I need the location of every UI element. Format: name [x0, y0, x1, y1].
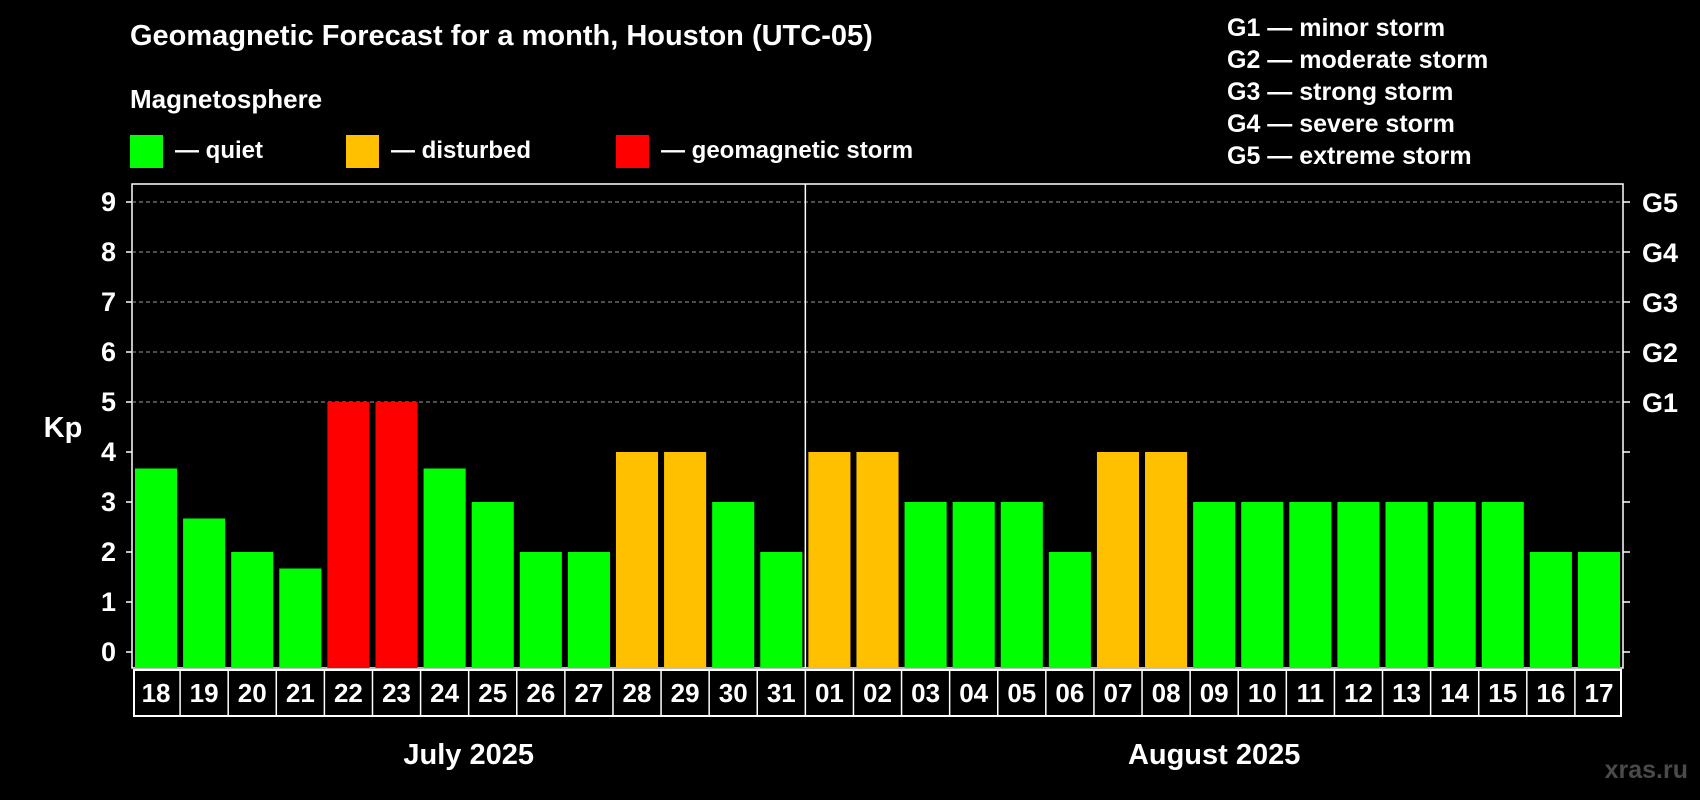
- g1-legend: G1 — minor storm: [1227, 14, 1446, 42]
- ytick-label: 4: [101, 437, 116, 467]
- bar-30: [712, 502, 755, 668]
- bar-23: [375, 402, 418, 668]
- bar-28: [615, 452, 659, 668]
- day-label-11: 11: [1297, 678, 1325, 708]
- g5-legend: G5 — extreme storm: [1227, 142, 1472, 170]
- day-label-22: 22: [334, 678, 363, 708]
- bar-06: [1048, 552, 1091, 668]
- day-label-09: 09: [1200, 678, 1229, 708]
- bar-13: [1385, 502, 1428, 668]
- legend-quiet: — quiet: [130, 134, 263, 168]
- bar-26: [519, 552, 562, 668]
- day-label-14: 14: [1440, 678, 1469, 708]
- bar-12: [1337, 502, 1380, 668]
- day-label-26: 26: [526, 678, 555, 708]
- day-label-01: 01: [815, 678, 844, 708]
- day-label-07: 07: [1104, 678, 1133, 708]
- bar-14: [1433, 502, 1476, 668]
- day-label-21: 21: [286, 678, 315, 708]
- y-axis-label: Kp: [44, 412, 83, 444]
- day-label-13: 13: [1392, 678, 1421, 708]
- g2-legend: G2 — moderate storm: [1227, 46, 1489, 74]
- legend-storm-label: — geomagnetic storm: [661, 137, 914, 164]
- ytick-label: 1: [101, 587, 116, 617]
- day-label-12: 12: [1344, 678, 1373, 708]
- day-label-row: [133, 669, 1622, 717]
- day-label-17: 17: [1584, 678, 1613, 708]
- bar-22: [327, 402, 370, 668]
- chart-title: Geomagnetic Forecast for a month, Housto…: [130, 20, 873, 52]
- day-label-05: 05: [1007, 678, 1036, 708]
- ytick-label: 7: [101, 287, 116, 317]
- source-label: xras.ru: [1604, 756, 1688, 784]
- g-axis-label: G5: [1642, 188, 1678, 218]
- bar-03: [904, 502, 947, 668]
- bar-01: [808, 452, 851, 668]
- bar-09: [1193, 502, 1236, 668]
- g-axis-label: G1: [1642, 388, 1678, 418]
- bar-25: [471, 502, 514, 668]
- day-label-15: 15: [1488, 678, 1517, 708]
- bar-20: [231, 552, 274, 668]
- ytick-label: 3: [101, 487, 116, 517]
- bar-16: [1529, 552, 1572, 668]
- day-label-20: 20: [238, 678, 267, 708]
- bar-18: [135, 468, 178, 668]
- storm-swatch: [616, 134, 649, 168]
- day-label-29: 29: [671, 678, 700, 708]
- disturbed-swatch: [346, 134, 379, 168]
- bar-24: [423, 468, 466, 668]
- g-axis-label: G2: [1642, 338, 1678, 368]
- bar-17: [1577, 552, 1620, 668]
- day-label-10: 10: [1248, 678, 1277, 708]
- ytick-label: 8: [101, 237, 116, 267]
- bar-04: [952, 502, 995, 668]
- day-label-30: 30: [719, 678, 748, 708]
- ytick-label: 6: [101, 337, 116, 367]
- bar-27: [567, 552, 610, 668]
- day-label-31: 31: [767, 678, 796, 708]
- g4-legend: G4 — severe storm: [1227, 110, 1455, 138]
- bar-07: [1096, 452, 1140, 668]
- bar-05: [1000, 502, 1043, 668]
- bar-21: [279, 568, 322, 668]
- legend-storm: — geomagnetic storm: [616, 134, 913, 168]
- day-label-19: 19: [190, 678, 219, 708]
- bar-29: [664, 452, 707, 668]
- bar-19: [183, 518, 226, 668]
- ytick-label: 0: [101, 637, 116, 667]
- day-label-28: 28: [623, 678, 652, 708]
- month-label-0: July 2025: [403, 739, 534, 771]
- day-label-24: 24: [430, 678, 459, 708]
- ytick-label: 2: [101, 537, 116, 567]
- bar-31: [760, 552, 803, 668]
- g3-legend: G3 — strong storm: [1227, 78, 1454, 106]
- day-label-27: 27: [574, 678, 603, 708]
- ytick-label: 5: [101, 387, 116, 417]
- bar-08: [1145, 452, 1188, 668]
- day-label-04: 04: [959, 678, 988, 708]
- day-label-06: 06: [1055, 678, 1084, 708]
- bar-02: [856, 452, 899, 668]
- day-label-03: 03: [911, 678, 940, 708]
- day-label-18: 18: [142, 678, 171, 708]
- bar-10: [1241, 502, 1284, 668]
- quiet-swatch: [130, 134, 163, 168]
- day-label-08: 08: [1152, 678, 1181, 708]
- ytick-label: 9: [101, 187, 116, 217]
- bar-15: [1481, 502, 1524, 668]
- legend-quiet-label: — quiet: [175, 137, 263, 164]
- day-label-16: 16: [1536, 678, 1565, 708]
- g-axis-label: G3: [1642, 288, 1678, 318]
- g-axis-label: G4: [1642, 238, 1678, 268]
- legend-disturbed-label: — disturbed: [391, 137, 532, 164]
- day-label-02: 02: [863, 678, 892, 708]
- magnetosphere-title: Magnetosphere: [130, 84, 323, 114]
- month-label-1: August 2025: [1128, 739, 1300, 771]
- day-label-23: 23: [382, 678, 411, 708]
- bar-11: [1289, 502, 1332, 668]
- day-label-25: 25: [478, 678, 507, 708]
- legend-disturbed: — disturbed: [346, 134, 531, 168]
